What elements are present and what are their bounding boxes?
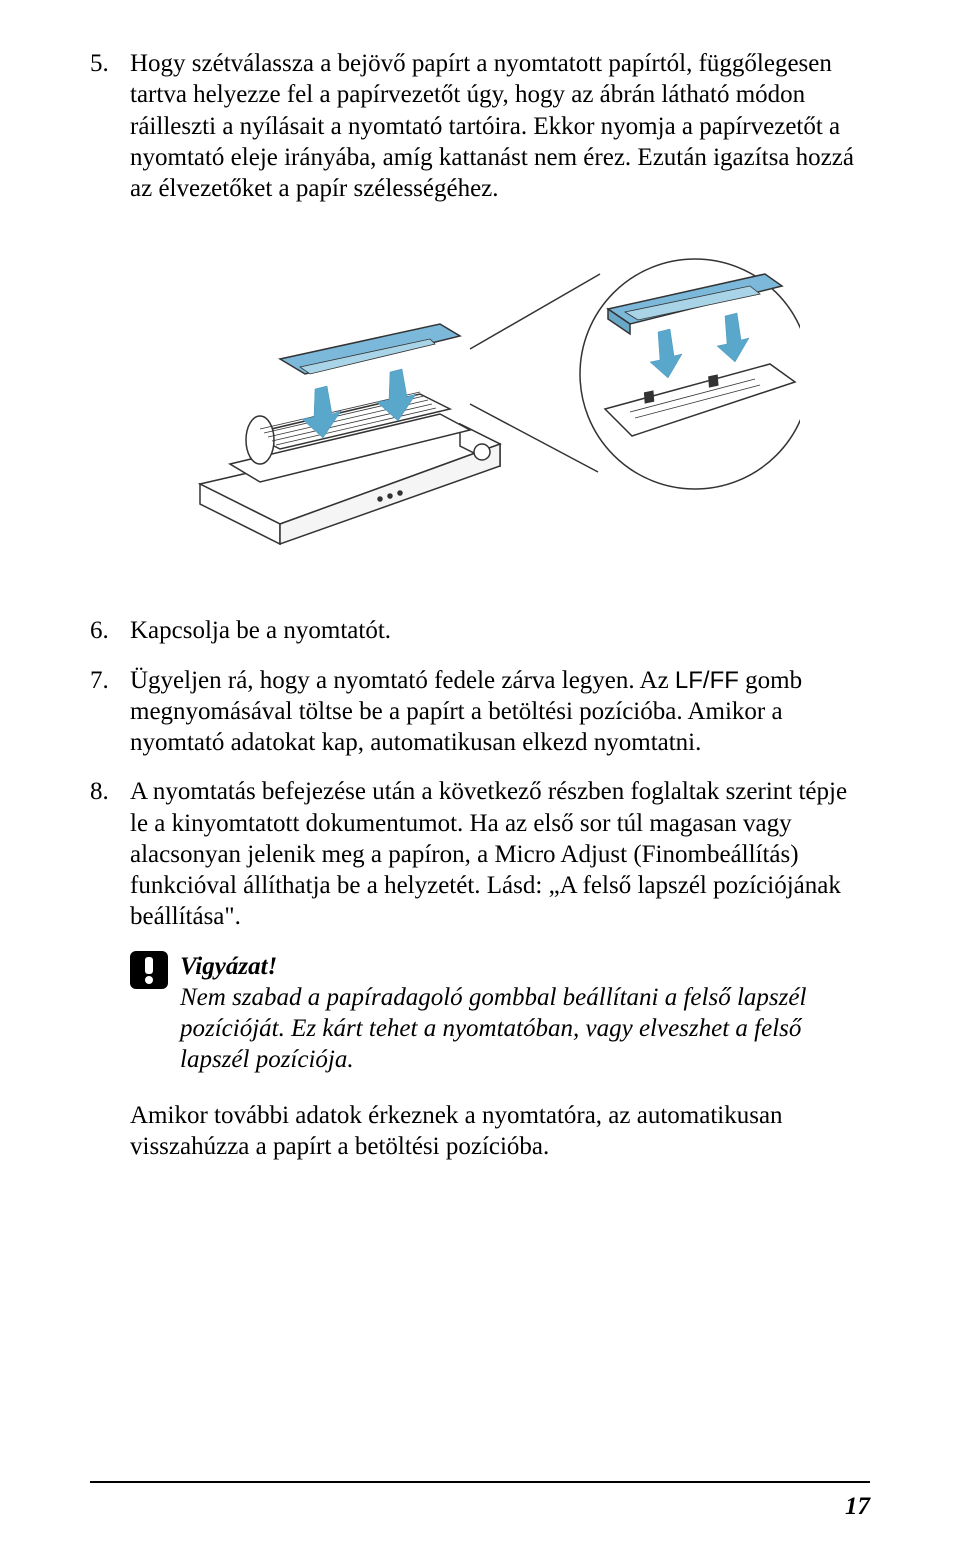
step-number: 7. [90,665,130,759]
step-text: Hogy szétválassza a bejövő papírt a nyom… [130,48,870,204]
step-number: 6. [90,615,130,646]
step-number: 8. [90,776,130,932]
page: 5. Hogy szétválassza a bejövő papírt a n… [0,0,960,1551]
caution-block: Vigyázat! Nem szabad a papíradagoló gomb… [130,951,870,1076]
caution-heading: Vigyázat! [180,951,870,982]
step-6: 6. Kapcsolja be a nyomtatót. [90,615,870,646]
printer-diagram [90,234,870,559]
caution-body: Nem szabad a papíradagoló gombbal beállí… [180,984,806,1074]
step-7-pre: Ügyeljen rá, hogy a nyomtató fedele zárv… [130,667,675,694]
footer-rule [90,1481,870,1483]
step-8: 8. A nyomtatás befejezése után a követke… [90,776,870,932]
trailing-paragraph: Amikor további adatok érkeznek a nyomtat… [130,1100,870,1163]
step-text: Kapcsolja be a nyomtatót. [130,615,870,646]
printer-illustration-svg [160,234,800,554]
step-text: A nyomtatás befejezése után a következő … [130,776,870,932]
page-number: 17 [845,1493,870,1521]
step-5: 5. Hogy szétválassza a bejövő papírt a n… [90,48,870,204]
step-text: Ügyeljen rá, hogy a nyomtató fedele zárv… [130,665,870,759]
step-number: 5. [90,48,130,204]
caution-text: Vigyázat! Nem szabad a papíradagoló gomb… [180,951,870,1076]
lf-ff-key: LF/FF [675,667,739,694]
caution-icon [130,951,180,1076]
step-7: 7. Ügyeljen rá, hogy a nyomtató fedele z… [90,665,870,759]
